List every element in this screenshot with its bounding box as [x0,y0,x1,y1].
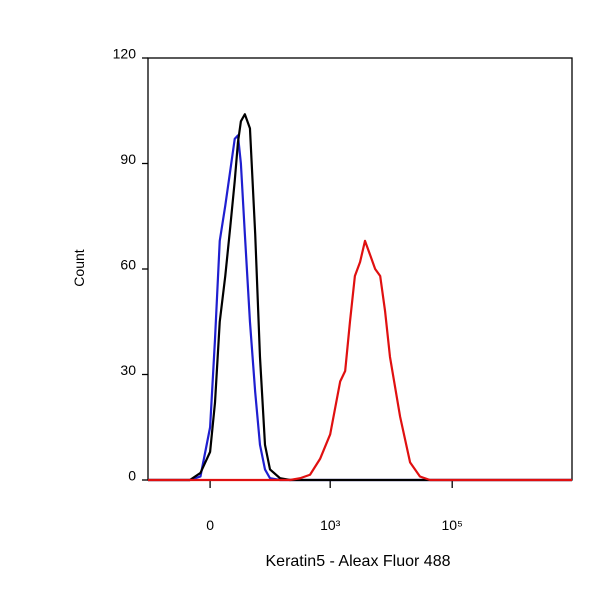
series-line [148,113,572,482]
x-tick-label: 0 [206,517,214,533]
y-tick-label: 90 [120,151,136,167]
series-line [148,239,572,482]
y-tick-label: 60 [120,257,136,273]
y-tick-label: 120 [113,46,137,62]
x-tick-label: 10⁵ [442,517,463,533]
y-tick-label: 30 [120,362,136,378]
y-tick-label: 0 [128,468,136,484]
y-axis-label: Count [71,249,87,286]
x-axis-label: Keratin5 - Aleax Fluor 488 [266,553,451,570]
x-tick-label: 10³ [320,517,341,533]
